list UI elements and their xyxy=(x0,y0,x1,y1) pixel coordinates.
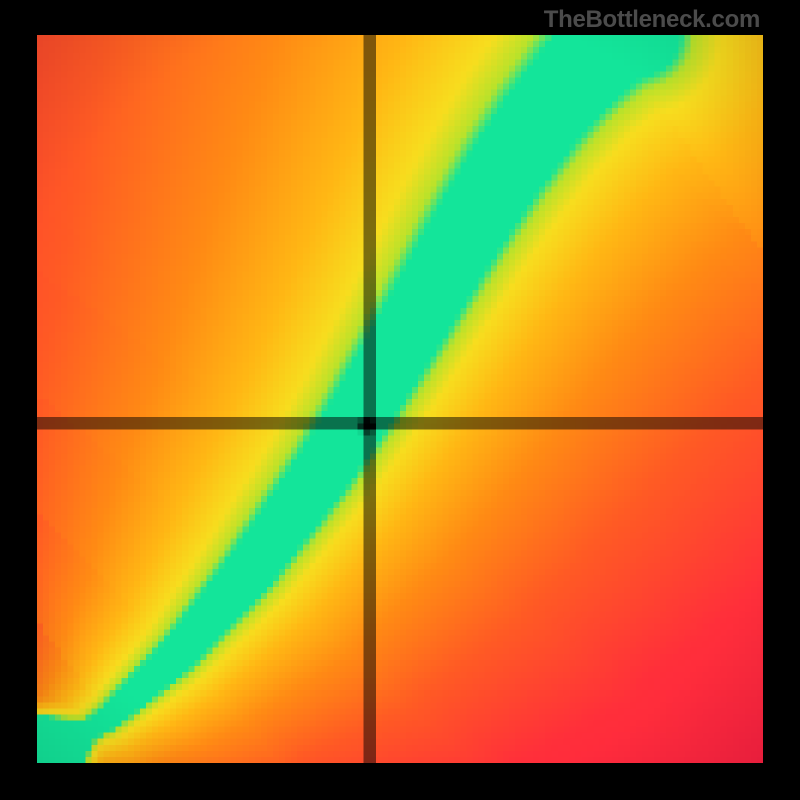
watermark-text: TheBottleneck.com xyxy=(544,6,760,34)
bottleneck-heatmap xyxy=(37,35,763,763)
chart-container: TheBottleneck.com xyxy=(0,0,800,800)
